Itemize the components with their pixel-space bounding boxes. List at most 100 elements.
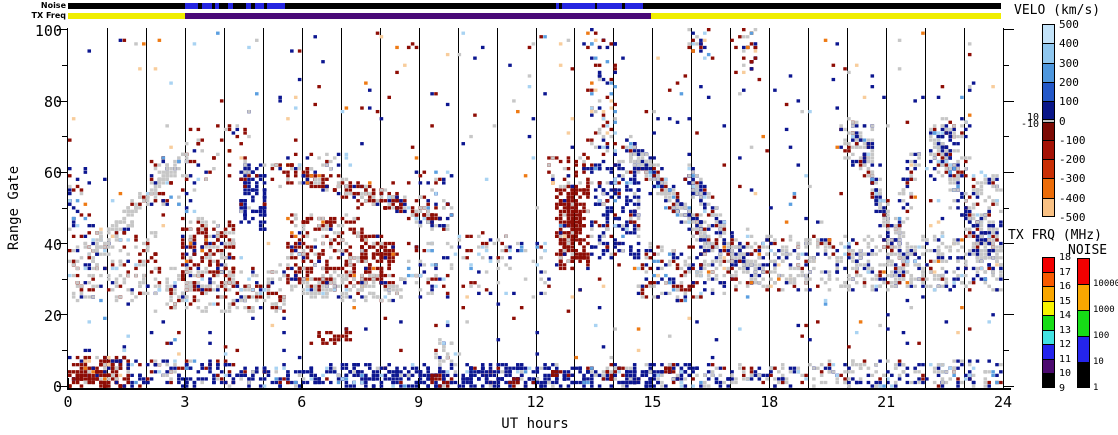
txfrq-tick-label: 10 <box>1059 368 1072 380</box>
y-tick-major-left <box>57 100 68 102</box>
velo-tick-label: 100 <box>1059 95 1079 109</box>
y-tick-label: 80 <box>43 93 62 112</box>
velo-bar-segment <box>1042 24 1055 44</box>
noise-strip-active-segment <box>184 3 198 9</box>
y-tick-minor-right <box>1003 278 1009 280</box>
velo-tick-label: -500 <box>1059 211 1086 224</box>
noise-tick-label: 100 <box>1093 331 1110 341</box>
x-tick-label: 0 <box>63 393 73 411</box>
y-tick-major-right <box>1003 29 1014 31</box>
velo-tick-label: -200 <box>1059 153 1086 167</box>
noise-tick-label: 10000 <box>1093 279 1118 289</box>
txfreq-strip-segment <box>651 13 1001 19</box>
txfrq-tick-label: 18 <box>1059 252 1072 263</box>
velo-bar-segment <box>1042 197 1055 217</box>
x-tick-label: 6 <box>297 393 307 411</box>
y-tick-label: 20 <box>43 306 62 325</box>
velo-bar-segment <box>1042 118 1055 123</box>
y-tick-label: 100 <box>34 21 62 40</box>
x-tick-major <box>184 378 186 388</box>
y-tick-minor-left <box>62 136 68 138</box>
x-tick-major <box>418 378 420 388</box>
txfrq-colorbar-title: TX FRQ (MHz) <box>1008 228 1102 243</box>
noise-tick-label: 10 <box>1093 357 1104 367</box>
noise-strip-active-segment <box>201 3 212 9</box>
velo-bar-segment <box>1042 139 1055 160</box>
y-axis-right-spine <box>1003 28 1004 389</box>
txfrq-bar-segment <box>1042 329 1055 345</box>
velo-tick-label: 500 <box>1059 18 1079 31</box>
velo-tick-label: 400 <box>1059 37 1079 51</box>
velo-colorbar-title: VELO (km/s) <box>1014 3 1101 18</box>
txfrq-tick-label: 13 <box>1059 324 1072 336</box>
noise-strip-active-segment <box>562 3 595 9</box>
y-tick-major-right <box>1003 171 1014 173</box>
y-tick-major-right <box>1003 100 1014 102</box>
y-tick-major-right <box>1003 314 1014 316</box>
y-tick-label: 60 <box>43 164 62 183</box>
x-tick-major <box>1002 378 1004 388</box>
txfrq-bar-segment <box>1042 315 1055 330</box>
x-tick-major <box>768 378 770 388</box>
x-tick-major <box>885 378 887 388</box>
noise-bar-segment <box>1077 284 1090 310</box>
y-tick-major-left <box>57 171 68 173</box>
txfrq-bar-segment <box>1042 286 1055 301</box>
txfrq-tick-label: 11 <box>1059 353 1072 365</box>
noise-bar-segment <box>1077 258 1090 284</box>
y-tick-label: 0 <box>52 378 62 397</box>
noise-strip-label: Noise <box>40 1 66 10</box>
velo-bar-segment <box>1042 62 1055 82</box>
noise-strip-active-segment <box>227 3 233 9</box>
txfreq-strip-segment <box>185 13 652 19</box>
y-tick-minor-right <box>1003 136 1009 138</box>
x-tick-label: 24 <box>993 393 1013 411</box>
txfrq-tick-label: 16 <box>1059 281 1072 293</box>
txfrq-bar-segment <box>1042 344 1055 359</box>
txfreq-strip-segment <box>68 13 186 19</box>
y-tick-major-right <box>1003 243 1014 245</box>
txfrq-bar-segment <box>1042 373 1055 388</box>
velo-side-tick-label: -10 <box>1020 119 1039 131</box>
velo-bar-segment <box>1042 81 1055 102</box>
y-tick-minor-left <box>62 64 68 66</box>
txfrq-bar-segment <box>1042 300 1055 316</box>
x-tick-label: 18 <box>760 393 779 411</box>
x-tick-label: 9 <box>414 393 424 411</box>
x-tick-label: 15 <box>643 393 662 411</box>
txfrq-tick-label: 12 <box>1059 339 1072 351</box>
y-tick-major-left <box>57 243 68 245</box>
x-tick-major <box>67 378 69 388</box>
velo-tick-label: 0 <box>1059 114 1066 128</box>
noise-bar-segment <box>1077 310 1090 336</box>
velo-tick-label: -100 <box>1059 133 1086 147</box>
txfrq-tick-label: 17 <box>1059 266 1072 278</box>
txfrq-tick-label: 14 <box>1059 310 1072 322</box>
y-tick-major-left <box>57 314 68 316</box>
velo-tick-label: 300 <box>1059 56 1079 70</box>
x-tick-major <box>651 378 653 388</box>
x-axis-title: UT hours <box>501 416 569 432</box>
txfrq-bar-segment <box>1042 271 1055 287</box>
velo-side-tick-label: 10 <box>1026 111 1039 123</box>
noise-bar-segment <box>1077 336 1090 362</box>
y-tick-minor-right <box>1003 207 1009 209</box>
x-tick-label: 21 <box>877 393 896 411</box>
noise-tick-label: 1000 <box>1093 305 1115 315</box>
y-tick-label: 40 <box>43 235 62 254</box>
txfreq-strip-label: TX Freq <box>31 11 66 20</box>
noise-strip-active-segment <box>267 3 285 9</box>
y-tick-minor-right <box>1003 350 1009 352</box>
velo-bar-segment <box>1042 43 1055 63</box>
noise-bar-segment <box>1077 362 1090 388</box>
x-axis-spine <box>67 388 1011 390</box>
x-tick-label: 12 <box>526 393 545 411</box>
y-axis-title: Range Gate <box>6 165 22 251</box>
noise-strip-active-segment <box>214 3 219 9</box>
range-time-scatter-canvas <box>68 28 1003 388</box>
velo-bar-segment <box>1042 101 1055 119</box>
velo-bar-segment <box>1042 122 1055 140</box>
noise-strip-active-segment <box>254 3 265 9</box>
y-tick-minor-right <box>1003 64 1009 66</box>
